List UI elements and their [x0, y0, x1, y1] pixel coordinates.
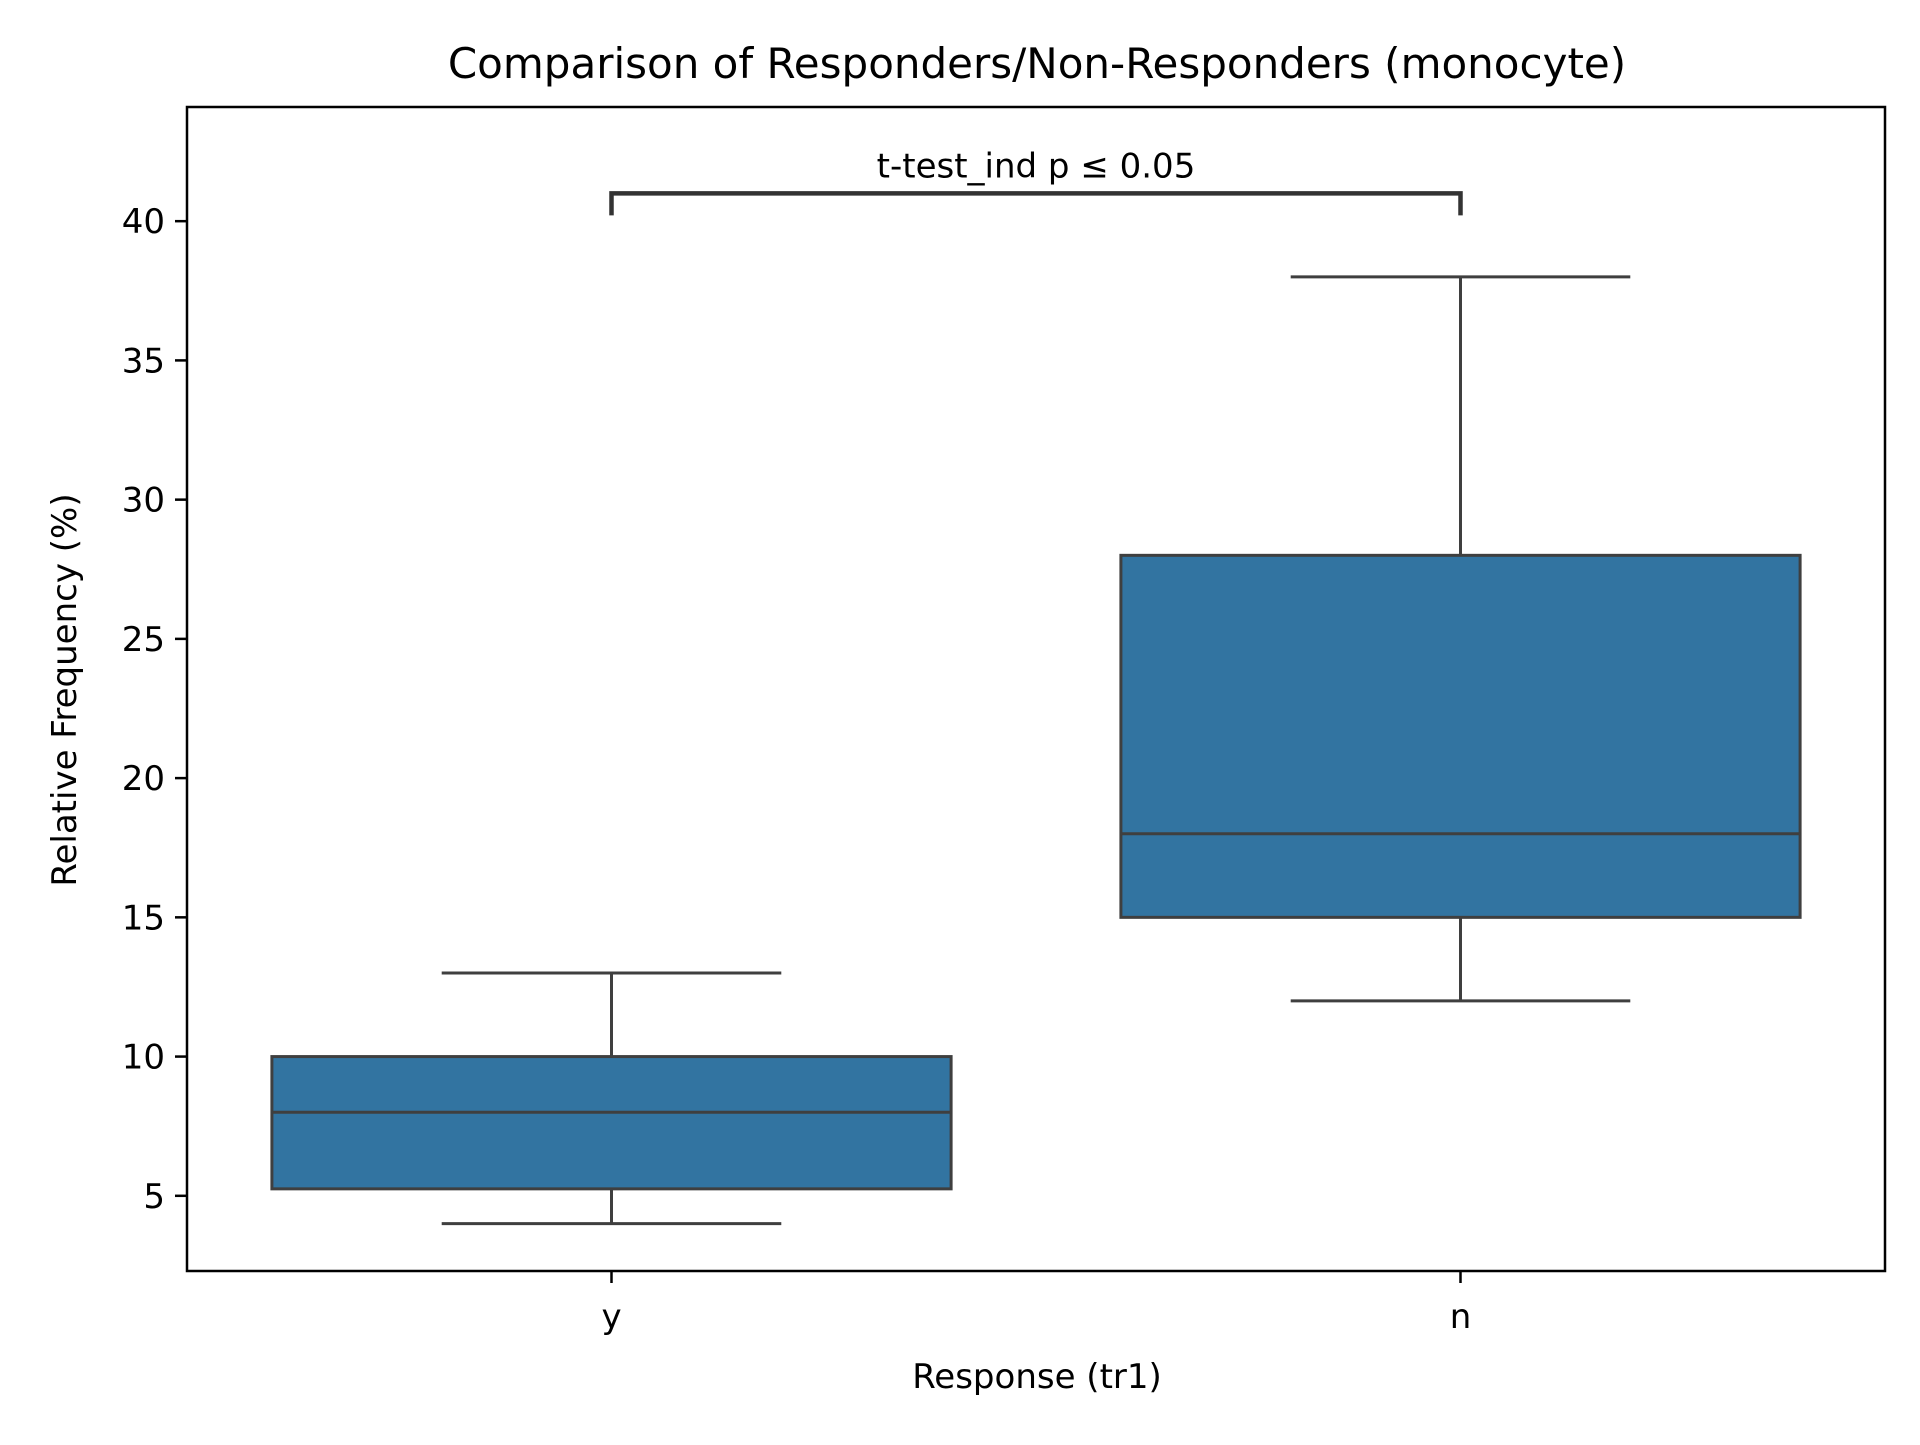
plot-frame: [185, 105, 1887, 1273]
x-tick-label: y: [601, 1297, 621, 1337]
y-tick-label: 10: [122, 1038, 165, 1078]
plot-area: 5 10 15 20 25 30 35 40 y n: [122, 105, 1887, 1337]
significance-bracket: [609, 191, 1463, 216]
x-axis-title: Response (tr1): [912, 1357, 1162, 1397]
x-tick-label: n: [1450, 1297, 1472, 1337]
box-n: [1119, 553, 1802, 919]
y-tick-label: 35: [122, 341, 165, 381]
y-tick-label: 30: [122, 481, 165, 521]
y-tick-label: 20: [122, 759, 165, 799]
significance-annotation-label: t-test_ind p ≤ 0.05: [877, 146, 1196, 186]
y-tick-label: 25: [122, 620, 165, 660]
y-axis-title: Relative Frequency (%): [45, 493, 85, 886]
y-tick-label: 5: [143, 1177, 165, 1217]
y-tick-label: 40: [122, 202, 165, 242]
box-y: [270, 1055, 953, 1191]
y-tick-label: 15: [122, 898, 165, 938]
chart-title: Comparison of Responders/Non-Responders …: [448, 39, 1626, 88]
